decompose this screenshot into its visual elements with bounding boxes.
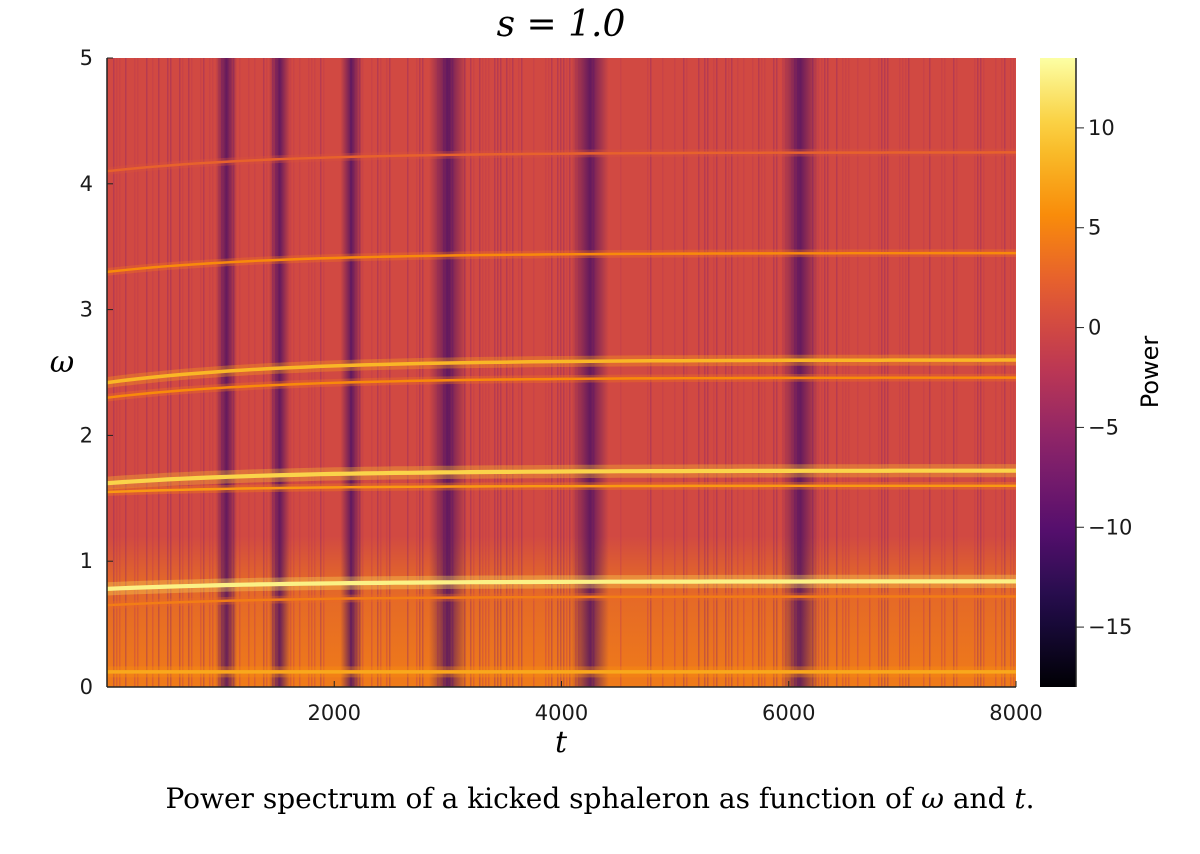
caption-text-2: and	[943, 782, 1015, 815]
x-tick-label: 2000	[308, 701, 361, 725]
dark-stripe	[340, 58, 363, 687]
y-tick-label: 2	[80, 423, 93, 447]
colorbar	[1040, 58, 1076, 687]
spectral-band-core	[107, 579, 1016, 591]
caption-omega-symbol: ω	[921, 782, 944, 815]
colorbar-tick-label: −15	[1088, 615, 1132, 639]
y-tick-label: 0	[80, 675, 93, 699]
x-tick-label: 6000	[762, 701, 815, 725]
x-tick-labels: 2000 4000 6000 8000	[308, 681, 1043, 725]
caption-text-1: Power spectrum of a kicked sphaleron as …	[165, 782, 922, 815]
spectral-band-core	[107, 595, 1016, 607]
colorbar-tick-label: 10	[1088, 116, 1115, 140]
spectral-band-core	[107, 484, 1016, 494]
x-axis-label: t	[555, 725, 568, 760]
dark-stripe	[268, 58, 291, 687]
y-tick-label: 1	[80, 549, 93, 573]
colorbar-tick-label: 5	[1088, 216, 1101, 240]
colorbar-tick-label: −5	[1088, 415, 1119, 439]
spectral-band-core	[107, 468, 1016, 486]
colorbar-label: Power	[1136, 336, 1164, 409]
y-axis-label: ω	[50, 345, 74, 380]
caption-text-3: .	[1025, 782, 1035, 815]
y-tick-labels: 0 1 2 3 4 5	[80, 46, 113, 699]
x-tick-label: 8000	[989, 701, 1042, 725]
figure-caption: Power spectrum of a kicked sphaleron as …	[0, 782, 1200, 815]
spectral-band-core	[107, 358, 1016, 385]
y-tick-label: 5	[80, 46, 93, 70]
x-tick-label: 4000	[535, 701, 588, 725]
colorbar-tick-label: 0	[1088, 316, 1101, 340]
spectral-band-core	[107, 376, 1016, 399]
y-tick-label: 3	[80, 298, 93, 322]
y-tick-label: 4	[80, 172, 93, 196]
colorbar-tick-labels: 10 5 0 −5 −10 −15	[1076, 116, 1132, 639]
low-frequency-glow	[107, 536, 1016, 687]
heatmap-plot	[107, 58, 1016, 687]
chart-title: s = 1.0	[497, 4, 626, 45]
caption-t-symbol: t	[1014, 782, 1026, 815]
spectral-band-core	[107, 251, 1016, 274]
spectral-band-core	[107, 151, 1016, 173]
colorbar-tick-label: −10	[1088, 515, 1132, 539]
